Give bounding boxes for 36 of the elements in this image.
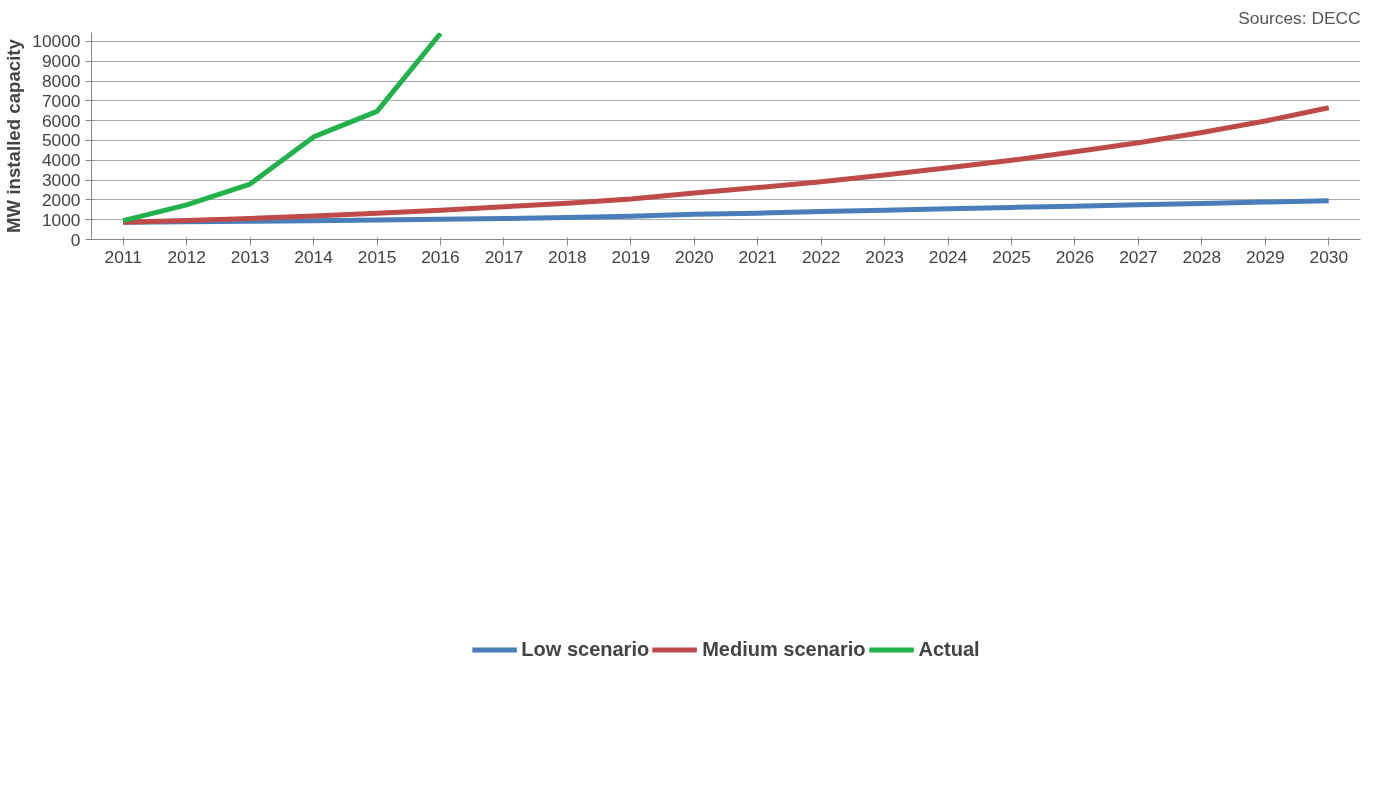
y-tick-label: 7000 <box>41 90 81 111</box>
x-tick-label: 2030 <box>1309 246 1349 267</box>
x-tick-label: 2023 <box>865 246 904 267</box>
y-tick-label: 0 <box>70 229 81 250</box>
x-tick-label: 2026 <box>1055 246 1095 267</box>
x-tick-label: 2019 <box>611 246 651 267</box>
y-tick-label: 4000 <box>41 150 81 171</box>
x-tick-label: 2029 <box>1246 246 1285 267</box>
x-tick-label: 2020 <box>675 246 714 267</box>
legend-label: Medium scenario <box>702 637 866 661</box>
x-tick-label: 2013 <box>230 246 270 267</box>
x-tick-label: 2028 <box>1182 246 1222 267</box>
y-tick-label: 1000 <box>41 209 81 230</box>
y-tick-label: 9000 <box>41 51 81 72</box>
y-tick-label: 2000 <box>41 189 81 210</box>
source-note: Sources: DECC <box>1238 7 1361 28</box>
x-tick-label: 2014 <box>294 246 334 267</box>
x-tick-label: 2021 <box>738 246 778 267</box>
legend-label: Actual <box>918 637 980 661</box>
x-tick-label: 2022 <box>801 246 841 267</box>
x-tick-label: 2018 <box>548 246 587 267</box>
x-tick-label: 2016 <box>421 246 460 267</box>
x-tick-label: 2011 <box>104 246 142 267</box>
y-tick-label: 3000 <box>41 170 81 191</box>
y-axis-title: MW installed capacity <box>3 38 25 233</box>
x-tick-label: 2012 <box>167 246 206 267</box>
y-tick-label: 6000 <box>41 110 81 131</box>
y-tick-label: 10000 <box>32 31 81 52</box>
y-tick-label: 8000 <box>41 71 81 92</box>
legend-label: Low scenario <box>521 637 650 661</box>
x-tick-label: 2015 <box>357 246 397 267</box>
x-tick-label: 2027 <box>1119 246 1158 267</box>
y-tick-label: 5000 <box>41 130 81 151</box>
x-tick-label: 2017 <box>484 246 524 267</box>
x-tick-label: 2025 <box>992 246 1031 267</box>
x-tick-label: 2024 <box>928 246 968 267</box>
